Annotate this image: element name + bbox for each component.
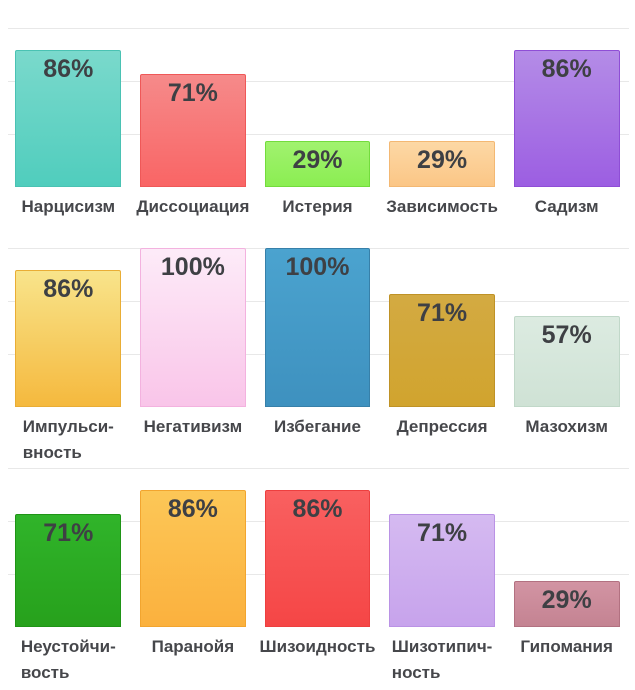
gridline (8, 28, 629, 29)
category-label: Шизоидность (255, 634, 380, 686)
plot-area: 71% 86% 86% 71% 29% (6, 468, 629, 627)
bar: 86% (139, 490, 246, 627)
plot-area: 86% 100% 100% 71% 57% (6, 248, 629, 407)
category-label: Гипомания (504, 634, 629, 686)
bar: 71% (389, 514, 496, 627)
bar-value-label: 100% (285, 253, 350, 281)
bar-value-label: 86% (292, 495, 343, 524)
bar: 86% (513, 50, 620, 187)
category-label: Истерия (255, 194, 380, 220)
gridline (8, 81, 629, 82)
bar-column: 71% (131, 28, 256, 187)
bar-value-label: 29% (417, 145, 468, 174)
category-label: Негативизм (131, 414, 256, 466)
bar-value-label: 29% (541, 585, 592, 614)
category-label-text: Неустойчи- вость (20, 637, 116, 682)
bar-value-label: 86% (541, 55, 592, 84)
gridline (8, 134, 629, 135)
category-label-text: Нарцисизм (21, 197, 116, 216)
category-label-text: Шизотипич- ность (391, 637, 493, 682)
category-label: Шизотипич- ность (380, 634, 505, 686)
category-label-text: Истерия (282, 197, 353, 216)
bar: 29% (264, 140, 371, 187)
category-labels-row: Неустойчи- вость Паранойя Шизоидность Шизот… (6, 627, 629, 686)
bar: 29% (513, 580, 620, 627)
category-label: Мазохизм (504, 414, 629, 466)
chart-row: 86% 71% 29% 29% 86% Нарцисизм Диссоциация Исте… (0, 28, 635, 248)
bar: 57% (513, 316, 620, 407)
bars-area: 71% 86% 86% 71% 29% (6, 468, 629, 627)
bar-column: 29% (504, 468, 629, 627)
category-label: Неустойчи- вость (6, 634, 131, 686)
category-label: Избегание (255, 414, 380, 466)
bar-column: 29% (380, 28, 505, 187)
bar-column: 86% (6, 28, 131, 187)
bar-value-label: 71% (417, 519, 468, 548)
category-label: Депрессия (380, 414, 505, 466)
bar-value-label: 71% (167, 79, 218, 108)
bar-column: 100% (131, 248, 256, 407)
category-label: Садизм (504, 194, 629, 220)
bar-column: 71% (380, 468, 505, 627)
category-label: Нарцисизм (6, 194, 131, 220)
category-label-text: Паранойя (151, 637, 235, 656)
bar: 71% (15, 514, 122, 627)
bar-column: 86% (6, 248, 131, 407)
chart-row: 86% 100% 100% 71% 57% Импульси- вность Негати… (0, 248, 635, 468)
category-labels-row: Импульси- вность Негативизм Избегание Депре… (6, 407, 629, 466)
bar-column: 100% (255, 248, 380, 407)
category-label: Зависимость (380, 194, 505, 220)
bar-value-label: 71% (43, 519, 94, 548)
category-label-text: Гипомания (520, 637, 613, 656)
bar-column: 57% (504, 248, 629, 407)
bar: 86% (15, 270, 122, 407)
bar-value-label: 57% (541, 321, 592, 350)
bar: 100% (264, 248, 371, 407)
bar-value-label: 29% (292, 145, 343, 174)
category-label: Импульси- вность (6, 414, 131, 466)
category-label-text: Избегание (274, 417, 361, 436)
category-label-text: Зависимость (386, 197, 498, 216)
bar: 71% (389, 294, 496, 407)
category-label-text: Диссоциация (136, 197, 250, 216)
category-label-text: Негативизм (143, 417, 243, 436)
bar: 86% (264, 490, 371, 627)
bar: 86% (15, 50, 122, 187)
category-label-text: Мазохизм (525, 417, 608, 436)
bar-column: 86% (255, 468, 380, 627)
category-label: Диссоциация (131, 194, 256, 220)
bar-column: 29% (255, 28, 380, 187)
chart-row: 71% 86% 86% 71% 29% Неустойчи- вость Паранойя… (0, 468, 635, 688)
bar-column: 71% (6, 468, 131, 627)
bar-column: 71% (380, 248, 505, 407)
bar: 29% (389, 140, 496, 187)
category-label-text: Депрессия (396, 417, 488, 436)
bar-value-label: 86% (43, 55, 94, 84)
bar-column: 86% (131, 468, 256, 627)
bar-value-label: 100% (160, 253, 225, 281)
category-label-text: Садизм (534, 197, 599, 216)
bar-value-label: 86% (43, 275, 94, 304)
category-label-text: Шизоидность (259, 637, 376, 656)
plot-area: 86% 71% 29% 29% 86% (6, 28, 629, 187)
bar-value-label: 71% (417, 299, 468, 328)
bar-column: 86% (504, 28, 629, 187)
category-label-text: Импульси- вность (22, 417, 114, 462)
bar: 71% (139, 74, 246, 187)
category-label: Паранойя (131, 634, 256, 686)
bar: 100% (139, 248, 246, 407)
bars-area: 86% 100% 100% 71% 57% (6, 248, 629, 407)
bar-value-label: 86% (167, 495, 218, 524)
bars-area: 86% 71% 29% 29% 86% (6, 28, 629, 187)
category-labels-row: Нарцисизм Диссоциация Истерия Зависимость Са… (6, 187, 629, 220)
gridline (8, 468, 629, 469)
